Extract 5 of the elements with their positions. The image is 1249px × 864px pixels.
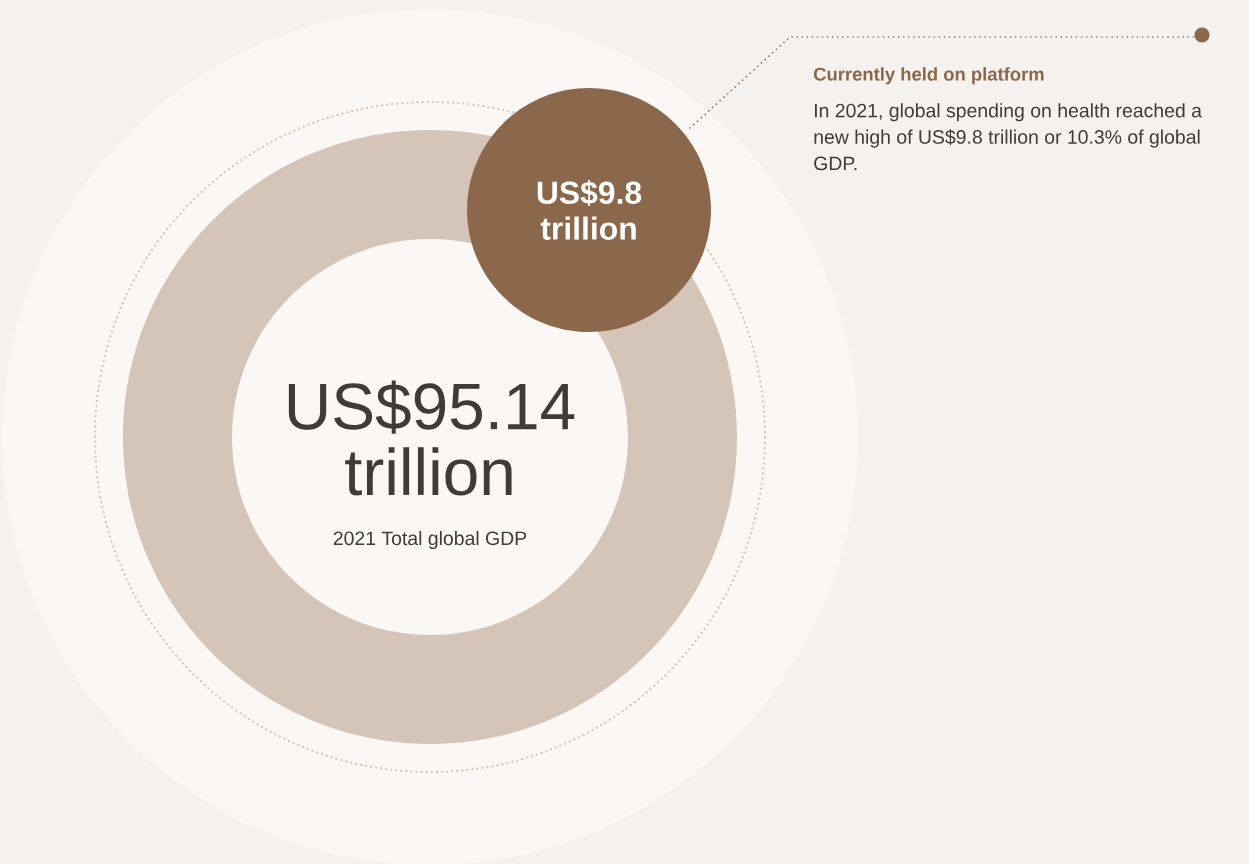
- category-label: 2021 Total global GDP: [333, 530, 527, 550]
- data-label: US$95.14 trillion: [288, 380, 575, 496]
- category-label: Currently held on platform: [813, 67, 1044, 85]
- data-label: US$9.8 trillion: [537, 180, 642, 240]
- text: In 2021, global spending on health reached a new high of US$9.8 trillion or 10.3% of global GDP.: [814, 103, 1202, 171]
